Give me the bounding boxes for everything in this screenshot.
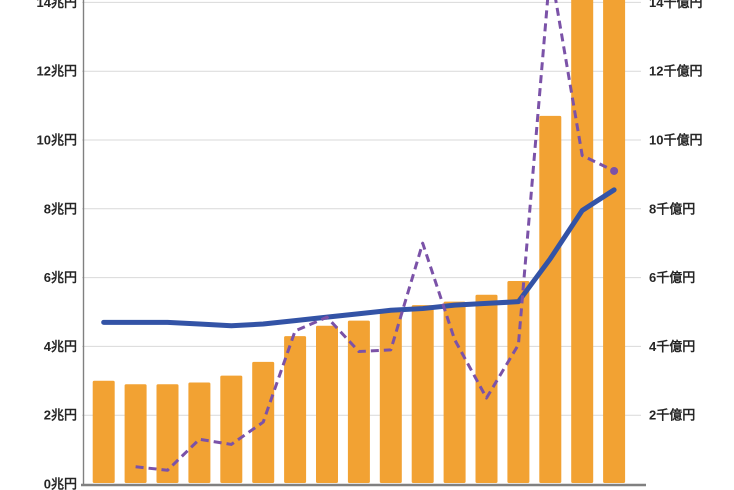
left-axis-tick-label: 2兆円 [44,408,77,423]
bar [284,336,307,483]
bar [347,320,370,483]
right-axis-tick-label: 14千億円 [649,0,702,10]
bar [188,382,211,483]
bar [603,0,626,483]
left-axis-tick-label: 8兆円 [44,201,77,216]
right-axis-tick-label: 8千億円 [649,201,695,216]
bar [379,312,402,483]
right-axis-tick-label: 12千億円 [649,64,702,79]
bar [124,384,147,483]
right-axis-tick-label: 6千億円 [649,270,695,285]
dashed-line [135,0,615,472]
bar [571,0,594,483]
right-axis-tick-label: 2千億円 [649,408,695,423]
dashed-line-end-dot [610,166,619,175]
bar [92,380,115,483]
bar [443,301,466,483]
bar [539,115,562,484]
bar [220,375,243,483]
bar [507,281,530,483]
bar [156,384,179,483]
left-axis-tick-label: 6兆円 [44,270,77,285]
right-axis-tick-label: 10千億円 [649,132,702,147]
right-axis-tick-label: 4千億円 [649,339,695,354]
left-axis-tick-label: 4兆円 [44,339,77,354]
bar [316,325,338,483]
solid-line [101,187,617,329]
left-axis-tick-label: 10兆円 [37,132,77,147]
left-axis-tick-label: 12兆円 [37,64,77,79]
left-axis-tick-label: 14兆円 [37,0,77,10]
bar [475,294,498,483]
bar [411,305,434,483]
left-axis-tick-label: 0兆円 [44,476,77,490]
